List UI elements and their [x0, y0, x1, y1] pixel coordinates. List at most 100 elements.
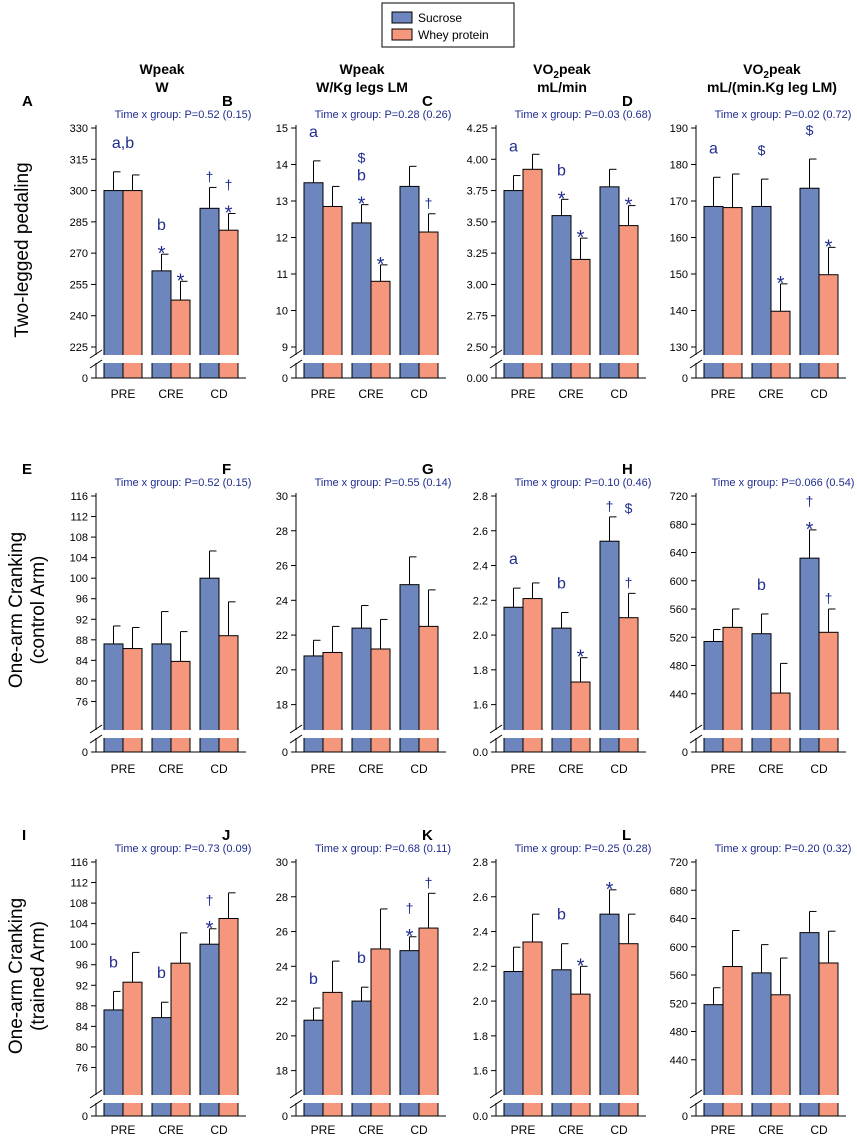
- panel-i-ytick-label: 88: [76, 1001, 88, 1013]
- panel-e-ytick-label: 92: [76, 614, 88, 626]
- panel-h-axis-break-gap: [690, 730, 848, 738]
- panel-d-axis-break-mark-2: [689, 359, 703, 369]
- panel-i-ytick-label: 116: [70, 857, 88, 869]
- panel-c-ytick-label: 3.00: [467, 279, 488, 291]
- panel-i-ytick-label: 112: [70, 878, 88, 890]
- panel-c-xlabel-cd: CD: [610, 387, 628, 401]
- panel-a-xlabel-pre: PRE: [111, 387, 136, 401]
- legend-label-whey: Whey protein: [418, 28, 489, 42]
- panel-d-ytick-label: 170: [670, 196, 688, 208]
- panel-l: L Time x group: P=0.20 (0.32) 720 680 640 600…: [622, 827, 851, 1136]
- col-header-3-line1: VO2peak: [533, 61, 591, 81]
- panel-b-xlabel-pre: PRE: [311, 387, 336, 401]
- panel-g-annotation-dollar: $: [625, 500, 633, 516]
- panel-d-ytick-label: 150: [670, 269, 688, 281]
- panel-l-ytick-label: 720: [670, 857, 688, 869]
- panel-k-ytick-label: 2.8: [473, 857, 488, 869]
- panel-f-stat: Time x group: P=0.55 (0.14): [315, 477, 452, 489]
- panel-d-stat: Time x group: P=0.02 (0.72): [715, 109, 852, 121]
- col-header-4-line1: VO2peak: [743, 61, 801, 81]
- panel-k-bar-cd-whey: [618, 943, 639, 1117]
- panel-k: K Time x group: P=0.25 (0.28) 2.8 2.6 2.4 2.2…: [422, 827, 651, 1136]
- row-label-3-line1: One-arm Cranking: [6, 898, 27, 1054]
- panel-d-annotation-dollar: $: [806, 122, 814, 138]
- panel-l-bar-pre-whey: [722, 966, 743, 1117]
- panel-j-axis-break-mark-1: [289, 1089, 303, 1099]
- panel-l-bar-cd-sucrose: [799, 932, 820, 1117]
- panel-a-annotation-star: *: [158, 243, 166, 265]
- panel-i-axis-break-gap: [90, 1095, 248, 1103]
- panel-e-bar-cre-whey: [170, 660, 191, 753]
- panel-c-ytick-label: 2.75: [467, 311, 488, 323]
- panel-i-annotation-letter: b: [109, 954, 118, 971]
- panel-c-letter: C: [422, 93, 433, 110]
- panel-f-axis-break-mark-1: [289, 724, 303, 734]
- panel-k-ytick-label: 1.8: [473, 1031, 488, 1043]
- panel-i-ytick-label: 100: [70, 939, 88, 951]
- panel-a-xlabel-cd: CD: [210, 387, 228, 401]
- panel-b-ytick-label: 15: [276, 123, 288, 135]
- panel-j-ytick-label: 20: [276, 1031, 288, 1043]
- panel-f-xlabel-cre: CRE: [358, 762, 383, 776]
- panel-c-bar-pre-whey: [522, 168, 543, 379]
- panel-j-ytick-label: 26: [276, 927, 288, 939]
- panel-i-xlabel-cd: CD: [210, 1123, 228, 1136]
- legend-label-sucrose: Sucrose: [418, 11, 462, 25]
- panel-a-ytick-label: 330: [70, 123, 88, 135]
- panel-g-bar-cre-whey: [570, 681, 591, 753]
- panel-d-ytick-label: 160: [670, 233, 688, 245]
- panel-h-xlabel-cd: CD: [810, 762, 828, 776]
- panel-a-stat: Time x group: P=0.52 (0.15): [115, 109, 252, 121]
- panel-i-xlabel-pre: PRE: [111, 1123, 136, 1136]
- panel-d-bar-cre-whey: [770, 310, 791, 379]
- panel-g-ytick-label: 2.0: [473, 630, 488, 642]
- panel-f-ytick-label: 18: [276, 700, 288, 712]
- panel-a-annotation-star: *: [225, 203, 233, 225]
- panel-b-axis-break-gap: [290, 355, 448, 363]
- panel-b-xlabel-cre: CRE: [358, 387, 383, 401]
- panel-j-bar-cd-sucrose: [399, 950, 420, 1117]
- panel-b-annotation-star: *: [377, 254, 385, 276]
- row-label-1: Two-legged pedaling: [12, 162, 33, 337]
- panel-l-ytick-label: 480: [670, 1027, 688, 1039]
- col-header-2-line1: Wpeak: [339, 61, 384, 77]
- panel-i-annotation-dagger: †: [206, 892, 214, 908]
- panel-e-xlabel-cre: CRE: [158, 762, 183, 776]
- panel-e-axis-break-gap: [90, 730, 248, 738]
- panel-a-axis-break-mark-2: [89, 359, 103, 369]
- panel-d-annotation-dollar: $: [758, 142, 766, 158]
- panel-i-ytick-label: 84: [76, 1021, 88, 1033]
- panel-g-ytick-zero-label: 0.0: [473, 747, 488, 759]
- panel-g-ytick-label: 2.4: [473, 561, 488, 573]
- panel-c-ytick-label: 2.50: [467, 342, 488, 354]
- panel-g-annotation-dagger: †: [625, 574, 633, 590]
- panel-h-annotation-star: *: [806, 519, 814, 541]
- panel-b-bar-pre-whey: [322, 205, 343, 379]
- panel-e-ytick-label: 96: [76, 594, 88, 606]
- panel-c-annotation-star: *: [625, 195, 633, 217]
- panel-b-bar-cd-sucrose: [399, 185, 420, 379]
- panel-e-ytick-label: 88: [76, 635, 88, 647]
- panel-j-stat: Time x group: P=0.68 (0.11): [315, 843, 451, 855]
- panel-j-annotation-star: *: [406, 926, 414, 948]
- panel-f-axis-break-gap: [290, 730, 448, 738]
- panel-k-ytick-zero-label: 0.0: [473, 1111, 488, 1123]
- panel-b-letter: B: [222, 93, 233, 110]
- panel-h-annotation-letter: b: [757, 577, 766, 594]
- panel-i-annotation-star: *: [206, 918, 214, 940]
- panel-d-axis-break-gap: [690, 355, 848, 363]
- panel-l-axis-break-gap: [690, 1095, 848, 1103]
- panel-b-annotation-star: *: [358, 194, 366, 216]
- panel-h-ytick-label: 480: [670, 661, 688, 673]
- panel-e-ytick-label: 112: [70, 512, 88, 524]
- panel-h-ytick-label: 520: [670, 632, 688, 644]
- panel-e: E Time x group: P=0.52 (0.15) 116 112 108 104…: [22, 461, 251, 776]
- col-header-1-line2: W: [155, 79, 169, 95]
- panel-d-bar-pre-whey: [722, 207, 743, 379]
- panel-l-ytick-label: 600: [670, 942, 688, 954]
- panel-b-annotation-letter: b: [357, 168, 366, 185]
- panel-i-bar-cd-sucrose: [199, 943, 220, 1117]
- panel-c-ytick-label: 3.25: [467, 248, 488, 260]
- panel-g-ytick-label: 2.6: [473, 526, 488, 538]
- panel-d-annotation-letter: a: [709, 140, 718, 157]
